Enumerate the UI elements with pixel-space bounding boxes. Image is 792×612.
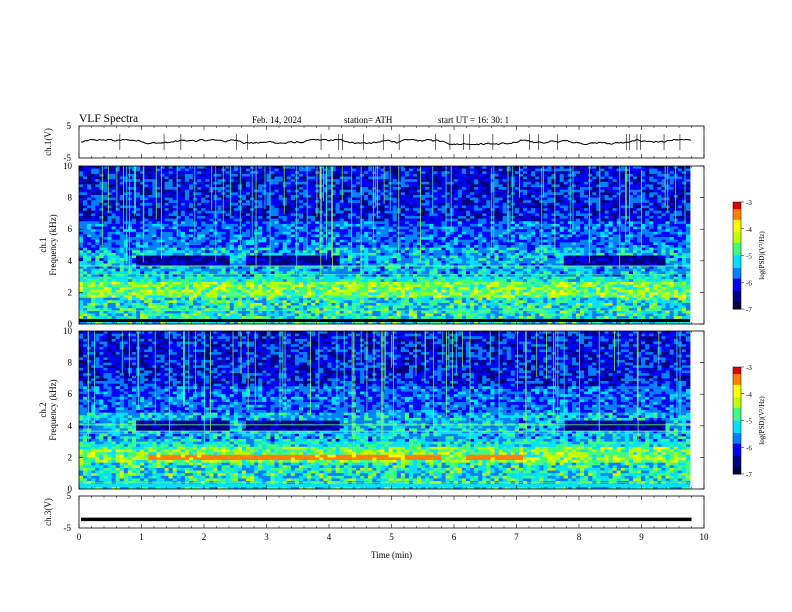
y-axis-label: Frequency (kHz) xyxy=(48,379,58,440)
y-axis-label: ch.1 xyxy=(38,237,48,252)
x-tick-label: 0 xyxy=(77,532,82,542)
x-tick-label: 5 xyxy=(389,532,394,542)
y-tick-label: -5 xyxy=(64,153,72,163)
y-tick-label: 10 xyxy=(63,326,73,336)
y-tick-label: 6 xyxy=(68,224,73,234)
y-axis-label: Frequency (kHz) xyxy=(48,214,58,275)
y-tick-label: 8 xyxy=(68,358,73,368)
colorbar-tick-label: -3 xyxy=(746,199,752,207)
y-tick-label: 4 xyxy=(68,256,73,266)
y-tick-label: -5 xyxy=(64,523,72,533)
ch1-colorbar xyxy=(733,202,741,310)
ch1-waveform xyxy=(80,138,692,146)
y-tick-label: 4 xyxy=(68,421,73,431)
colorbar-tick-label: -4 xyxy=(746,226,752,234)
y-tick-label: 5 xyxy=(67,491,72,501)
y-axis-label: ch.1(V) xyxy=(43,128,53,156)
station-label: station= ATH xyxy=(344,115,393,125)
x-tick-label: 4 xyxy=(327,532,332,542)
y-tick-label: 5 xyxy=(67,121,72,131)
start-ut-label: start UT = 16: 30: 1 xyxy=(438,115,510,125)
ch1-spectrogram-heatmap xyxy=(79,166,691,325)
y-tick-label: 6 xyxy=(68,389,73,399)
y-tick-label: 10 xyxy=(63,161,73,171)
x-tick-label: 2 xyxy=(202,532,207,542)
ch2-colorbar-label: log(PSD)(V²/Hz) xyxy=(758,396,766,445)
x-tick-label: 3 xyxy=(264,532,269,542)
x-tick-label: 7 xyxy=(514,532,519,542)
colorbar-tick-label: -7 xyxy=(746,471,752,479)
y-tick-label: 8 xyxy=(68,193,73,203)
y-tick-label: 2 xyxy=(68,452,73,462)
ch3-panel-frame xyxy=(78,495,705,529)
y-tick-label: 2 xyxy=(68,287,73,297)
ch2-colorbar xyxy=(733,367,741,475)
colorbar-tick-label: -5 xyxy=(746,253,752,261)
y-tick-label: 0 xyxy=(68,484,73,494)
colorbar-tick-label: -6 xyxy=(746,444,752,452)
y-axis-label: ch.3(V) xyxy=(43,498,53,526)
colorbar-tick-label: -7 xyxy=(746,306,752,314)
colorbar-tick-label: -5 xyxy=(746,418,752,426)
x-axis-label: Time (min) xyxy=(371,550,412,560)
x-tick-label: 6 xyxy=(452,532,457,542)
colorbar-tick-label: -4 xyxy=(746,391,752,399)
x-tick-label: 10 xyxy=(700,532,710,542)
colorbar-tick-label: -3 xyxy=(746,364,752,372)
figure-title: VLF Spectra xyxy=(79,113,139,125)
date-label: Feb. 14, 2024 xyxy=(252,115,302,125)
x-tick-label: 8 xyxy=(577,532,582,542)
y-axis-label: ch.2 xyxy=(38,402,48,417)
x-tick-label: 9 xyxy=(639,532,644,542)
colorbar-tick-label: -6 xyxy=(746,279,752,287)
ch1-colorbar-label: log(PSD)(V²/Hz) xyxy=(758,231,766,280)
ch2-spectrogram-heatmap xyxy=(79,331,691,490)
y-tick-label: 0 xyxy=(68,319,73,329)
x-tick-label: 1 xyxy=(139,532,144,542)
